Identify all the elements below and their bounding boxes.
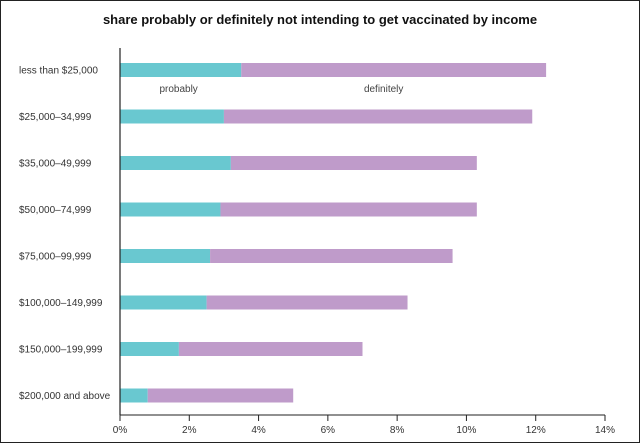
bar-probably-3 bbox=[120, 202, 221, 217]
bar-probably-1 bbox=[120, 109, 224, 124]
x-tick-label-2: 4% bbox=[251, 425, 266, 436]
x-tick-label-0: 0% bbox=[113, 425, 128, 436]
bar-definitely-4 bbox=[210, 249, 453, 263]
bar-definitely-6 bbox=[178, 342, 363, 356]
category-label-7: $200,000 and above bbox=[19, 391, 111, 402]
x-tick-label-7: 14% bbox=[595, 425, 615, 436]
bar-probably-6 bbox=[120, 342, 179, 356]
bar-definitely-0 bbox=[241, 63, 547, 77]
bar-probably-4 bbox=[120, 249, 211, 263]
x-tick-label-6: 12% bbox=[526, 425, 546, 436]
x-tick-label-5: 10% bbox=[456, 425, 476, 436]
bar-definitely-2 bbox=[230, 156, 477, 170]
bar-definitely-7 bbox=[147, 388, 294, 403]
chart-title: share probably or definitely not intendi… bbox=[102, 12, 538, 27]
x-tick-label-4: 8% bbox=[390, 425, 405, 436]
category-label-5: $100,000–149,999 bbox=[19, 298, 103, 309]
category-label-0: less than $25,000 bbox=[19, 66, 98, 77]
category-label-6: $150,000–199,999 bbox=[19, 345, 103, 356]
bar-probably-5 bbox=[120, 295, 207, 310]
bar-definitely-3 bbox=[220, 202, 477, 217]
category-label-1: $25,000–34,999 bbox=[19, 112, 92, 123]
x-tick-label-1: 2% bbox=[182, 425, 197, 436]
category-label-3: $50,000–74,999 bbox=[19, 205, 92, 216]
bar-probably-0 bbox=[120, 63, 242, 77]
bar-definitely-1 bbox=[223, 109, 533, 124]
category-label-4: $75,000–99,999 bbox=[19, 252, 92, 263]
series-label-probably: probably bbox=[159, 84, 197, 95]
bar-probably-2 bbox=[120, 156, 231, 170]
bar-probably-7 bbox=[120, 388, 148, 403]
category-label-2: $35,000–49,999 bbox=[19, 159, 92, 170]
bar-definitely-5 bbox=[206, 295, 408, 310]
series-label-definitely: definitely bbox=[364, 84, 403, 95]
x-tick-label-3: 6% bbox=[321, 425, 336, 436]
